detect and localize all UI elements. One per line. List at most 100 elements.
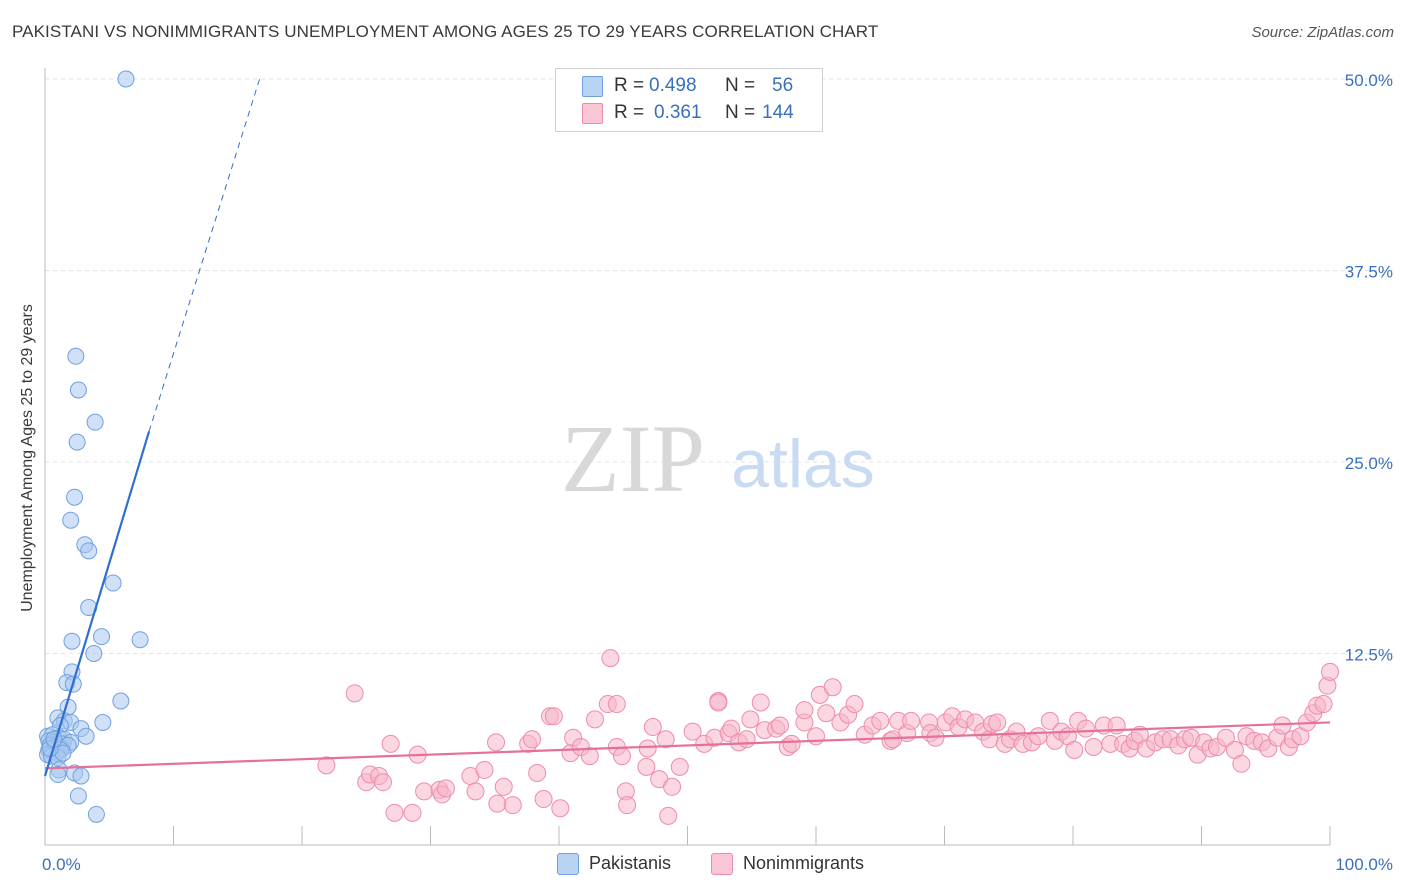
nonimmigrants-point <box>663 777 682 796</box>
pakistanis-point <box>77 727 95 745</box>
nonimmigrants-trend-line <box>44 721 1331 770</box>
nonimmigrants-point <box>1084 737 1103 756</box>
pakistanis-point <box>94 713 112 731</box>
pakistanis-point <box>62 511 80 529</box>
nonimmigrants-points <box>317 649 1339 825</box>
axes <box>44 68 1331 846</box>
watermark-atlas: atlas <box>731 426 875 502</box>
pakistanis-point <box>68 433 86 451</box>
nonimmigrants-point <box>317 756 336 775</box>
nonimmigrants-point <box>670 757 689 776</box>
legend-r-value: 0.361 <box>654 102 702 123</box>
nonimmigrants-point <box>1076 719 1095 738</box>
nonimmigrants-point <box>523 730 542 749</box>
nonimmigrants-point <box>487 733 506 752</box>
pakistanis-point <box>69 787 87 805</box>
nonimmigrants-point <box>807 727 825 746</box>
nonimmigrants-point <box>534 790 553 809</box>
nonimmigrants-point <box>1216 728 1235 747</box>
pakistanis-trend-extension <box>148 78 261 432</box>
pakistanis-point <box>49 766 67 784</box>
nonimmigrants-point <box>488 794 507 813</box>
nonimmigrants-point <box>385 803 404 822</box>
y-tick-label: 50.0% <box>1345 71 1393 90</box>
legend-n-value: 56 <box>772 75 794 96</box>
blue-swatch <box>582 76 603 97</box>
nonimmigrants-point <box>771 716 790 735</box>
pakistanis-point <box>69 381 87 399</box>
nonimmigrants-point <box>722 719 741 738</box>
nonimmigrants-point <box>494 777 513 796</box>
nonimmigrants-swatch <box>711 853 733 875</box>
pakistanis-point <box>85 645 103 662</box>
nonimmigrants-point <box>544 707 563 726</box>
nonimmigrants-point <box>607 695 626 714</box>
nonimmigrants-point <box>871 711 890 730</box>
pakistanis-point <box>117 70 135 88</box>
nonimmigrants-point <box>415 782 434 801</box>
nonimmigrants-point <box>988 713 1007 732</box>
pakistanis-point <box>63 632 81 650</box>
pakistanis-point <box>80 542 98 560</box>
nonimmigrants-point <box>345 684 364 703</box>
pakistanis-point <box>112 692 130 710</box>
nonimmigrants-point <box>845 695 864 714</box>
nonimmigrants-point <box>528 763 547 782</box>
nonimmigrants-point <box>1232 754 1251 773</box>
pakistanis-point <box>86 413 104 431</box>
legend-r-label: R = <box>614 102 645 123</box>
nonimmigrants-point <box>585 710 604 729</box>
pakistanis-label: Pakistanis <box>589 853 672 873</box>
nonimmigrants-point <box>823 678 842 697</box>
x-tick-label: 0.0% <box>42 855 81 874</box>
nonimmigrants-point <box>1029 727 1048 746</box>
pakistanis-point <box>67 347 85 365</box>
legend-n-label: N = <box>725 102 756 123</box>
watermark-zip: ZIP <box>561 405 705 512</box>
nonimmigrants-point <box>737 730 756 749</box>
nonimmigrants-point <box>612 747 631 766</box>
watermark: ZIP atlas <box>561 405 875 512</box>
nonimmigrants-point <box>817 704 836 723</box>
nonimmigrants-point <box>1314 695 1333 714</box>
nonimmigrants-point <box>643 718 662 737</box>
nonimmigrants-point <box>741 710 760 729</box>
y-tick-label: 37.5% <box>1345 263 1393 282</box>
nonimmigrants-point <box>751 693 770 712</box>
nonimmigrants-point <box>1065 741 1084 760</box>
nonimmigrants-point <box>638 739 657 758</box>
nonimmigrants-point <box>1321 662 1339 681</box>
nonimmigrants-point <box>436 779 455 798</box>
pakistanis-point <box>104 574 122 592</box>
legend-row-nonimmigrants: R = 0.361 N = 144 <box>556 100 822 127</box>
pink-swatch <box>582 103 603 124</box>
nonimmigrants-point <box>1107 716 1126 735</box>
nonimmigrants-point <box>709 693 728 712</box>
legend-r-label: R = <box>614 75 645 96</box>
pakistanis-point <box>66 488 84 506</box>
y-tick-label: 12.5% <box>1345 646 1393 665</box>
nonimmigrants-point <box>466 782 485 801</box>
nonimmigrants-point <box>580 747 599 766</box>
pakistanis-point <box>87 805 105 823</box>
nonimmigrants-point <box>403 803 422 822</box>
x-tick-label: 100.0% <box>1335 855 1393 874</box>
nonimmigrants-point <box>475 760 494 779</box>
nonimmigrants-point <box>656 730 675 749</box>
pakistanis-swatch <box>557 853 579 875</box>
tick-labels: 12.5% 25.0% 37.5% 50.0% 0.0% 100.0% <box>42 71 1393 874</box>
pakistanis-trend-line <box>43 431 151 777</box>
nonimmigrants-point <box>503 796 522 815</box>
legend-row-pakistanis: R = 0.498 N = 56 <box>556 73 822 100</box>
nonimmigrants-point <box>1040 711 1059 730</box>
nonimmigrants-label: Nonimmigrants <box>743 853 865 873</box>
nonimmigrants-point <box>795 701 814 720</box>
nonimmigrants-point <box>373 773 392 792</box>
nonimmigrants-point <box>551 799 570 818</box>
correlation-legend: R = 0.498 N = 56 R = 0.361 N = 144 <box>555 68 823 132</box>
trend-lines <box>43 78 1331 777</box>
nonimmigrants-point <box>381 734 400 753</box>
pakistanis-point <box>131 631 149 649</box>
nonimmigrants-point <box>683 722 702 741</box>
